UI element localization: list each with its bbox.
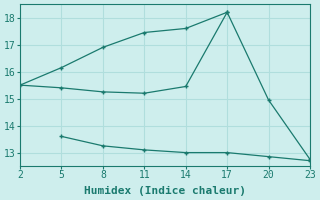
X-axis label: Humidex (Indice chaleur): Humidex (Indice chaleur) <box>84 186 246 196</box>
